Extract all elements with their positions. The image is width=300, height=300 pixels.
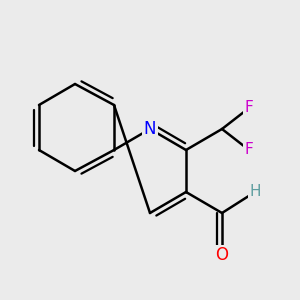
Text: O: O: [215, 246, 229, 264]
Text: F: F: [244, 142, 253, 158]
Text: N: N: [144, 120, 156, 138]
Text: H: H: [249, 184, 261, 200]
Text: F: F: [244, 100, 253, 116]
